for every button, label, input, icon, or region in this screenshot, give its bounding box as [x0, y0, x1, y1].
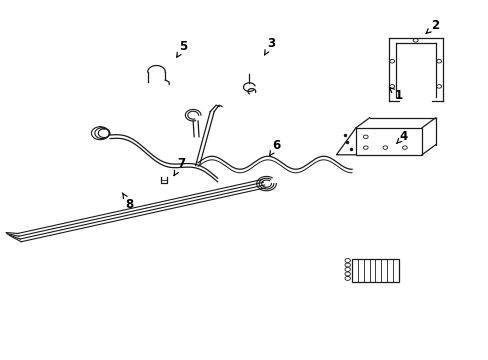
Text: 8: 8	[122, 193, 133, 211]
Bar	[351, 259, 398, 282]
Bar	[355, 128, 421, 155]
Text: 3: 3	[264, 37, 275, 55]
Text: 1: 1	[388, 88, 402, 102]
Text: 5: 5	[176, 40, 187, 57]
Text: 7: 7	[174, 157, 184, 176]
Text: 2: 2	[425, 19, 438, 33]
Text: 6: 6	[269, 139, 280, 156]
Text: 4: 4	[396, 130, 407, 144]
